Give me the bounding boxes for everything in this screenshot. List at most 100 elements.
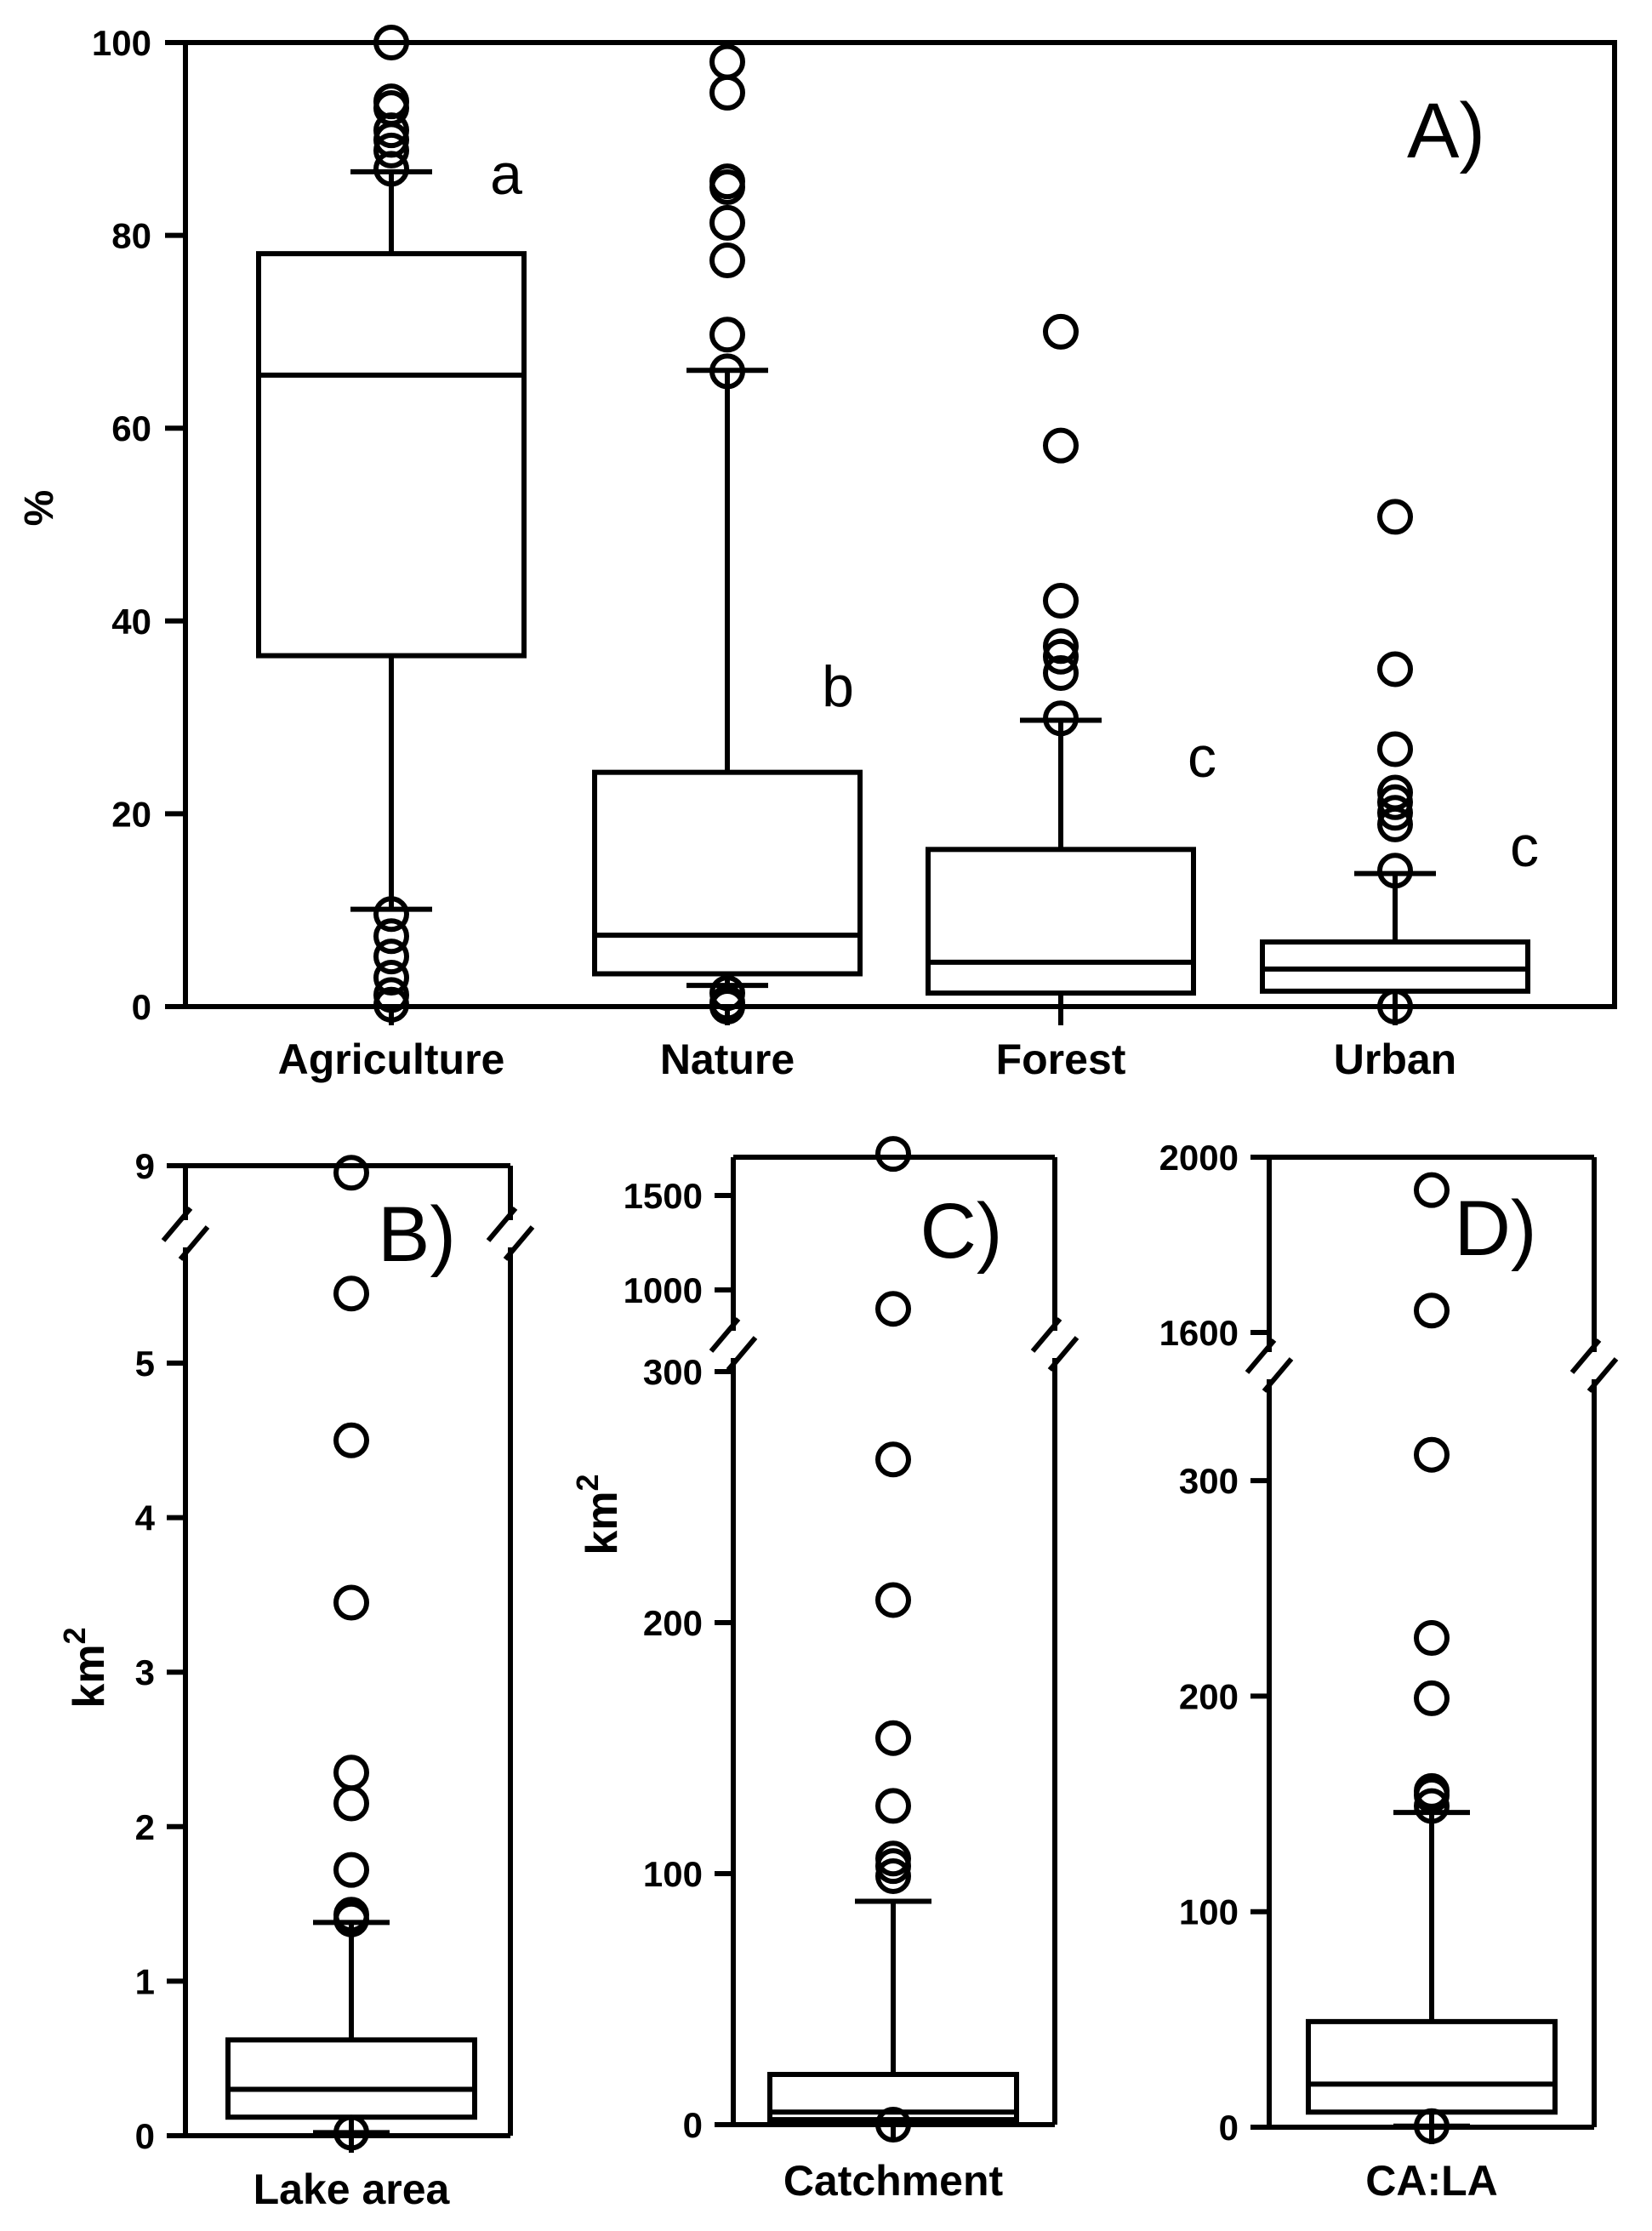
panel-c-outlier-0 [875,1136,911,1173]
panel-a-agriculture-sig-letter: a [490,142,522,207]
panel-a-nature-box [592,769,863,977]
panel-a-nature-outlier-6 [709,317,745,353]
panel-a-forest-outlier-1 [1043,427,1079,464]
panel-b-break-right-stroke-2 [503,1225,535,1261]
panel-a-frame [183,40,1617,1009]
panel-d-break-left-stroke-2 [1262,1357,1294,1393]
panel-d-ytick-label-lower-0: 0 [1219,2108,1239,2148]
panel-c-ytick-label-lower-1: 100 [643,1854,703,1894]
panel-b-outlier-6 [333,1852,369,1888]
panel-c-ytick-label-lower-2: 200 [643,1603,703,1643]
panel-c-ytick-label-lower-3: 300 [643,1352,703,1392]
panel-d: 0 100 200 300 1600 2000 D) CA:LA [1159,1138,1619,2205]
panel-d-outlier-6 [1414,1777,1450,1813]
panel-a-nature-label: Nature [660,1036,795,1083]
panel-d-category-label: CA:LA [1365,2157,1498,2205]
panel-a-urban-sig-letter: c [1510,814,1539,879]
panel-c-ylabel: km2 [570,1474,627,1555]
panel-d-outlier-8 [1414,2108,1450,2144]
panel-a-forest-outlier-2 [1043,583,1079,619]
panel-b-ytick-label-lower-5: 5 [135,1344,155,1384]
panel-a-urban-outlier-1 [1377,651,1413,688]
panel-c-outlier-5 [875,1788,911,1824]
panel-b-break-left-stroke-1 [161,1207,193,1242]
panel-a-nature-sig-letter: b [822,654,854,719]
panel-a-agriculture-outlier-8 [373,918,409,955]
panel-c-outlier-2 [875,1441,911,1478]
panel-a-urban-outlier-6 [1377,806,1413,842]
panel-c-label: C) [920,1188,1002,1275]
panel-c-outlier-7 [875,1848,911,1885]
panel-b-ytick-label-lower-3: 3 [135,1652,155,1692]
panel-c-break-right-stroke-2 [1047,1336,1079,1372]
panel-a-urban-outlier-4 [1377,784,1413,820]
panel-c-outlier-3 [875,1582,911,1618]
panel-d-ytick-label-upper-0: 1600 [1159,1313,1239,1353]
panel-b-ylabel-superscript: 2 [57,1627,92,1644]
panel-a-ytick-label-2: 40 [111,602,151,642]
panel-d-outlier-0 [1414,1172,1450,1208]
panel-d-outlier-4 [1414,1680,1450,1716]
panel-d-break-left-stroke-1 [1245,1338,1277,1374]
panel-b-outlier-9 [333,2114,369,2151]
panel-d-ytick-label-lower-1: 100 [1179,1892,1239,1932]
panel-b-break-right-gap [502,1220,519,1247]
panel-c-category-label: Catchment [783,2157,1004,2205]
panel-b-ytick-label-upper-0: 9 [135,1146,155,1186]
panel-b-ytick-label-lower-0: 0 [135,2116,155,2156]
panel-a-urban-outlier-7 [1377,853,1413,889]
panel-b-break-left-stroke-2 [178,1225,210,1261]
panel-a-forest-box [926,847,1196,996]
panel-c-ytick-label-upper-1: 1500 [624,1176,703,1216]
panel-d-ytick-label-lower-3: 300 [1179,1461,1239,1501]
panel-d-ytick-label-lower-2: 200 [1179,1676,1239,1716]
panel-c-ytick-label-upper-0: 1000 [624,1270,703,1310]
panel-a-ytick-label-0: 0 [132,987,151,1027]
panel-a-ytick-label-3: 60 [111,408,151,448]
panel-a-agriculture-outlier-3 [373,112,409,149]
panel-b-outlier-4 [333,1755,369,1791]
panel-c-break-left-gap [725,1331,742,1358]
panel-a-agriculture-outlier-10 [373,960,409,996]
panel-c-ylabel-superscript: 2 [570,1474,605,1491]
panel-a-agriculture-outlier-7 [373,896,409,933]
panel-a-nature-outlier-7 [709,353,745,390]
panel-b-label: B) [378,1191,456,1278]
panel-a-urban-outlier-5 [1377,795,1413,831]
panel-b-outlier-1 [333,1275,369,1312]
panel-c-break-right-stroke-1 [1030,1317,1062,1353]
panel-a-label: A) [1407,88,1485,174]
panel-d-break-left-gap [1261,1352,1278,1379]
panel-a-urban-label: Urban [1334,1036,1456,1083]
panel-a-forest-outlier-5 [1043,654,1079,691]
panel-a-forest-sig-letter: c [1188,725,1216,790]
panel-b-break-right-stroke-1 [486,1207,518,1242]
panel-a-forest-outlier-4 [1043,638,1079,675]
panel-a-nature-outlier-0 [709,43,745,80]
panel-a-urban-outlier-0 [1377,499,1413,535]
panel-c-break-left-stroke-1 [709,1317,741,1353]
panel-c-ylabel-unit: km [578,1491,627,1555]
panel-d-box [1306,2018,1558,2115]
panel-b-ytick-label-lower-4: 4 [135,1498,156,1538]
panel-b-category-label: Lake area [253,2165,451,2213]
panel-d-break-right-stroke-1 [1569,1338,1602,1374]
panel-a-ytick-label-1: 20 [111,794,151,834]
panel-c-break-left-stroke-2 [726,1336,758,1372]
panel-b-ylabel-unit: km [65,1644,114,1708]
panel-a-ylabel: % [17,490,62,527]
panel-a-agriculture-outlier-6 [373,151,409,187]
panel-a-agriculture-box [256,251,527,659]
panel-c-outlier-8 [875,1857,911,1894]
panel-b-ylabel: km2 [57,1627,114,1708]
panel-b-outlier-3 [333,1584,369,1621]
panel-a-forest-outlier-6 [1043,700,1079,737]
panel-b-break-left-gap [177,1220,194,1247]
panel-a-agriculture-outlier-9 [373,939,409,975]
panel-a-urban-outlier-2 [1377,731,1413,767]
panel-c-outlier-1 [875,1291,911,1327]
panel-d-ytick-label-upper-1: 2000 [1159,1138,1239,1178]
panel-d-label: D) [1454,1185,1536,1272]
panel-a-nature-outlier-5 [709,242,745,279]
